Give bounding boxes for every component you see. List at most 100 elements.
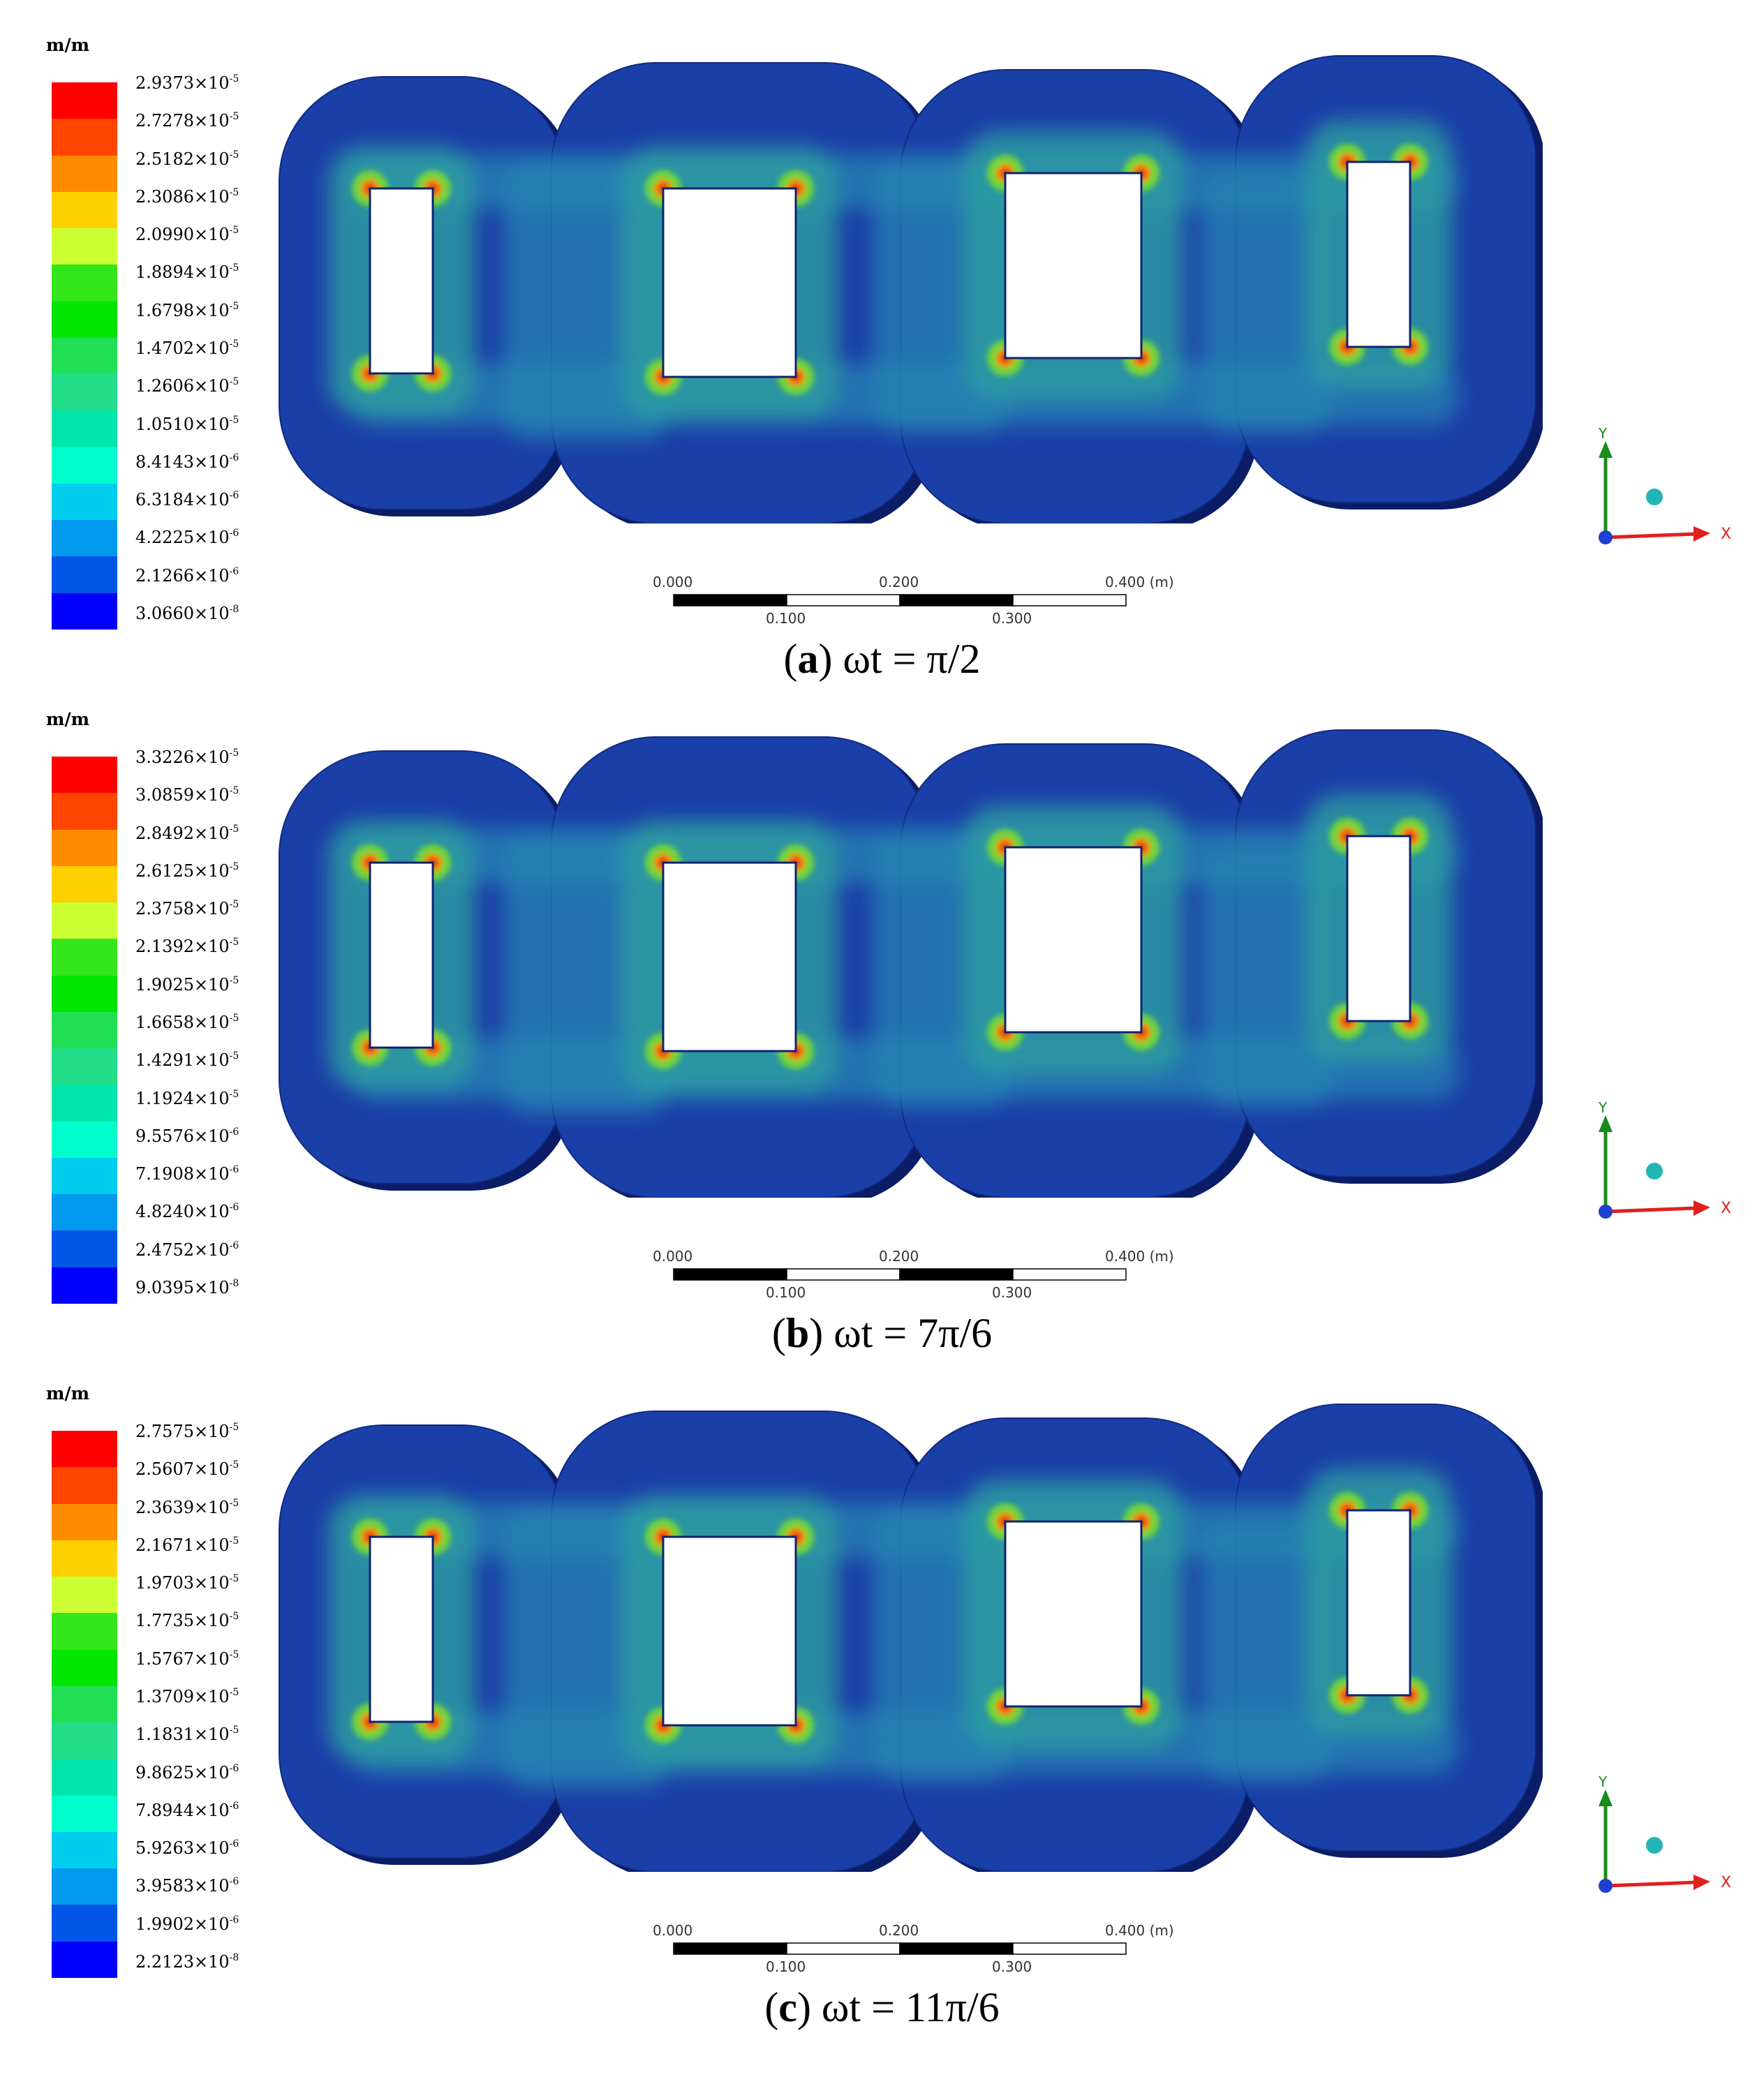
legend-color-band	[52, 556, 117, 593]
core-window	[662, 187, 797, 378]
legend-label: 1.4291×10-5	[135, 1050, 239, 1071]
legend-color-band	[52, 593, 117, 630]
legend-label: 2.6125×10-5	[135, 861, 239, 881]
legend-label: 2.0990×10-5	[135, 225, 239, 245]
legend-color-band	[52, 1011, 117, 1049]
legend-color-band	[52, 1649, 117, 1686]
legend-color-band	[52, 337, 117, 375]
core-window	[369, 187, 434, 375]
transformer-core-model	[279, 729, 1543, 1198]
legend-color-band	[52, 1085, 117, 1122]
legend-color-band	[52, 82, 117, 119]
legend-color-band	[52, 191, 117, 229]
legend-color-band	[52, 902, 117, 939]
legend-label: 1.5767×10-5	[135, 1649, 239, 1669]
triad-y-label: Y	[1598, 1099, 1608, 1116]
triad-x-label: X	[1721, 1200, 1731, 1217]
legend-label: 1.9025×10-5	[135, 974, 239, 995]
scale-label-bottom: 0.300	[992, 610, 1032, 627]
legend-color-band	[52, 829, 117, 866]
scale-label-bottom: 0.100	[766, 610, 806, 627]
legend-label: 1.4702×10-5	[135, 338, 239, 358]
caption-text: ωt = π/2	[843, 636, 981, 682]
legend-label: 3.0859×10-5	[135, 785, 239, 805]
legend-unit: m/m	[46, 1383, 90, 1404]
scale-label-bottom: 0.100	[766, 1958, 806, 1975]
legend-color-band	[52, 1941, 117, 1978]
legend-color-band	[52, 1121, 117, 1158]
legend-label: 2.3639×10-5	[135, 1497, 239, 1517]
legend-label: 5.9263×10-6	[135, 1838, 239, 1859]
legend-color-band	[52, 119, 117, 156]
legend-color-band	[52, 1795, 117, 1832]
legend-color-band	[52, 410, 117, 447]
triad-y-label: Y	[1598, 1773, 1608, 1790]
legend-label: 2.7278×10-5	[135, 111, 239, 131]
legend-label: 1.9703×10-5	[135, 1573, 239, 1593]
legend-color-band	[52, 1831, 117, 1869]
legend-label: 2.4752×10-6	[135, 1240, 239, 1260]
legend-label: 2.2123×10-8	[135, 1952, 239, 1972]
legend-color-band	[52, 1230, 117, 1267]
axis-triad: YX	[1598, 1099, 1731, 1219]
legend-color-band	[52, 1686, 117, 1723]
legend-unit: m/m	[46, 709, 90, 729]
triad-origin	[1599, 1879, 1613, 1893]
triad-axes: YX	[1598, 1099, 1731, 1219]
scale-label-top: 0.000	[653, 574, 693, 590]
legend-color-band	[52, 793, 117, 830]
scale-label-top: 0.400 (m)	[1105, 1248, 1174, 1265]
panel-c: m/m 2.7575×10-5 2.5607×10-5 2.3639×10-5 2.1…	[0, 1348, 1764, 2030]
legend-color-band	[52, 155, 117, 192]
core-window	[1346, 1509, 1411, 1697]
core-window	[662, 1535, 797, 1727]
caption-text: ωt = 7π/6	[833, 1310, 993, 1356]
core-window	[1004, 1520, 1143, 1708]
legend-label: 1.2606×10-5	[135, 376, 239, 396]
legend-color-band	[52, 1540, 117, 1577]
legend-color-band	[52, 1722, 117, 1759]
legend-label: 9.0395×10-8	[135, 1278, 239, 1297]
core-window	[1346, 161, 1411, 348]
caption-letter: b	[785, 1310, 810, 1356]
scale-label-top: 0.400 (m)	[1105, 574, 1174, 590]
legend-color-band	[52, 483, 117, 521]
transformer-core-model	[279, 55, 1543, 523]
scale-bar: 0.000 0.200 0.400 (m) 0.100 0.300	[632, 1245, 1190, 1301]
legend-color-band	[52, 228, 117, 265]
legend-label: 1.0510×10-5	[135, 414, 239, 434]
legend-label: 2.5182×10-5	[135, 149, 239, 169]
scale-bar: 0.000 0.200 0.400 (m) 0.100 0.300	[632, 571, 1190, 627]
caption-letter: c	[778, 1984, 797, 2030]
legend-color-band	[52, 1431, 117, 1468]
legend-color-band	[52, 447, 117, 484]
triad-z-dot	[1646, 489, 1663, 505]
legend-color-band	[52, 1868, 117, 1905]
legend-color-band	[52, 975, 117, 1012]
panel-caption: (b) ωt = 7π/6	[771, 1310, 993, 1356]
core-window	[369, 1535, 434, 1723]
panel-a: m/m 2.9373×10-5 2.7278×10-5 2.5182×10-5 2.3…	[0, 0, 1764, 682]
scale-label-top: 0.400 (m)	[1105, 1922, 1174, 1939]
scale-label-bottom: 0.300	[992, 1284, 1032, 1301]
scale-label-top: 0.000	[653, 1248, 693, 1265]
panel-caption: (c) ωt = 11π/6	[764, 1984, 1000, 2030]
triad-y-label: Y	[1598, 425, 1608, 442]
triad-x-label: X	[1721, 526, 1731, 543]
core-window	[1004, 846, 1143, 1034]
legend-label: 4.8240×10-6	[135, 1202, 239, 1222]
legend-color-band	[52, 939, 117, 976]
scale-label-top: 0.000	[653, 1922, 693, 1939]
legend-color-band	[52, 865, 117, 903]
color-legend: 3.3226×10-5 3.0859×10-5 2.8492×10-5 2.6125×…	[52, 748, 239, 1304]
legend-label: 1.6798×10-5	[135, 300, 239, 320]
legend-unit: m/m	[46, 35, 90, 55]
legend-label: 3.9583×10-6	[135, 1876, 239, 1896]
legend-color-band	[52, 1577, 117, 1614]
color-legend: 2.9373×10-5 2.7278×10-5 2.5182×10-5 2.3086×…	[52, 74, 239, 630]
legend-label: 1.6658×10-5	[135, 1013, 239, 1032]
legend-color-band	[52, 1759, 117, 1796]
triad-axes: YX	[1598, 425, 1731, 544]
legend-label: 2.9373×10-5	[135, 73, 239, 93]
scale-bar-graphic	[673, 1268, 1127, 1281]
